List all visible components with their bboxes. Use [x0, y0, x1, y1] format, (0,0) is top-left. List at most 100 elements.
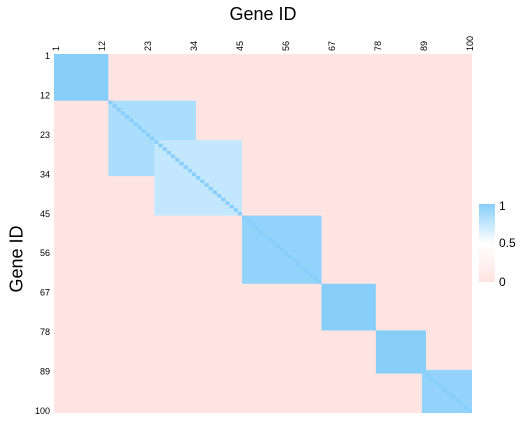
diagonal-cell: [451, 395, 456, 399]
x-tick-label: 56: [281, 41, 291, 51]
diagonal-cell: [417, 366, 422, 370]
diagonal-cell: [338, 298, 343, 302]
diagonal-cell: [313, 276, 318, 281]
diagonal-cell: [171, 154, 176, 159]
diagonal-cell: [187, 168, 192, 173]
diagonal-cell: [442, 387, 447, 392]
diagonal-cell: [74, 71, 80, 76]
y-tick-label: 34: [40, 169, 50, 179]
diagonal-cell: [271, 240, 276, 245]
x-tick-label: 100: [465, 36, 475, 51]
diagonal-cell: [200, 179, 205, 184]
diagonal-cell: [120, 111, 126, 116]
diagonal-cell: [342, 301, 347, 306]
diagonal-cell: [258, 229, 263, 234]
diagonal-cell: [321, 283, 326, 288]
diagonal-cell: [250, 222, 255, 227]
diagonal-cell: [283, 251, 289, 256]
diagonal-cell: [392, 344, 397, 349]
legend-label-mid: 0.5: [499, 236, 516, 250]
diagonal-cell: [204, 183, 209, 187]
diagonal-cell: [334, 294, 339, 299]
diagonal-cell: [467, 409, 472, 413]
diagonal-cell: [455, 398, 460, 403]
diagonal-cell: [426, 373, 431, 378]
y-tick-label: 78: [40, 327, 50, 337]
x-tick-label: 89: [419, 41, 429, 51]
diagonal-cell: [129, 118, 134, 123]
diagonal-cell: [166, 150, 172, 155]
x-tick-label: 34: [189, 41, 199, 51]
diagonal-cell: [208, 186, 213, 191]
diagonal-cell: [359, 316, 364, 320]
diagonal-cell: [263, 233, 268, 238]
diagonal-cell: [288, 255, 293, 259]
diagonal-cell: [304, 269, 309, 273]
diagonal-cell: [275, 244, 280, 248]
diagonal-cell: [400, 351, 406, 356]
diagonal-cell: [133, 122, 138, 126]
x-tick-label: 78: [373, 41, 383, 51]
diagonal-cell: [413, 362, 418, 367]
diagonal-cell: [396, 348, 401, 352]
diagonal-cell: [459, 402, 464, 406]
diagonal-cell: [91, 86, 96, 90]
x-tick-label: 67: [327, 41, 337, 51]
diagonal-cell: [367, 323, 372, 327]
diagonal-cell: [371, 326, 376, 331]
legend-label-max: 1: [499, 199, 506, 213]
diagonal-cell: [221, 197, 226, 202]
diagonal-cell: [233, 208, 238, 212]
diagonal-cell: [329, 290, 335, 295]
diagonal-cell: [237, 211, 243, 216]
diagonal-cell: [363, 319, 368, 324]
diagonal-cell: [58, 57, 63, 62]
diagonal-cell: [112, 104, 117, 108]
diagonal-cell: [317, 280, 322, 284]
diagonal-cell: [125, 115, 130, 119]
diagonal-cell: [62, 61, 67, 65]
diagonal-cell: [346, 305, 351, 309]
diagonal-cell: [83, 79, 88, 83]
x-tick-label: 1: [51, 46, 61, 51]
diagonal-cell: [434, 380, 439, 385]
diagonal-cell: [267, 237, 272, 241]
diagonal-cell: [430, 377, 435, 381]
diagonal-cell: [79, 75, 84, 80]
diagonal-cell: [70, 68, 75, 72]
legend-label-min: 0: [499, 275, 506, 289]
y-tick-label: 67: [40, 288, 50, 298]
diagonal-cell: [242, 215, 247, 220]
diagonal-cell: [375, 330, 381, 335]
y-tick-label: 1: [45, 51, 50, 61]
diagonal-cell: [421, 369, 427, 374]
diagonal-cell: [308, 272, 314, 277]
diagonal-cell: [158, 143, 163, 148]
diagonal-cell: [87, 82, 92, 87]
diagonal-cell: [145, 132, 151, 137]
x-tick-label: 12: [97, 41, 107, 51]
x-axis-title: Gene ID: [229, 4, 297, 24]
diagonal-cell: [150, 136, 155, 141]
x-tick-label: 45: [235, 41, 245, 51]
diagonal-cell: [179, 161, 184, 166]
diagonal-cell: [463, 405, 468, 410]
diagonal-cell: [380, 334, 385, 338]
diagonal-cell: [405, 355, 410, 360]
y-tick-label: 45: [40, 209, 50, 219]
diagonal-cell: [354, 312, 360, 317]
diagonal-cell: [325, 287, 330, 291]
diagonal-cell: [108, 100, 113, 105]
diagonal-cell: [254, 226, 259, 230]
diagonal-cell: [409, 359, 414, 363]
diagonal-cell: [296, 262, 301, 266]
diagonal-cell: [279, 247, 284, 252]
diagonal-cell: [388, 341, 393, 345]
y-tick-label: 100: [35, 406, 50, 416]
diagonal-cell: [196, 176, 201, 180]
diagonal-cell: [191, 172, 197, 177]
diagonal-cell: [141, 129, 146, 133]
diagonal-cell: [104, 97, 109, 101]
diagonal-cell: [162, 147, 167, 151]
